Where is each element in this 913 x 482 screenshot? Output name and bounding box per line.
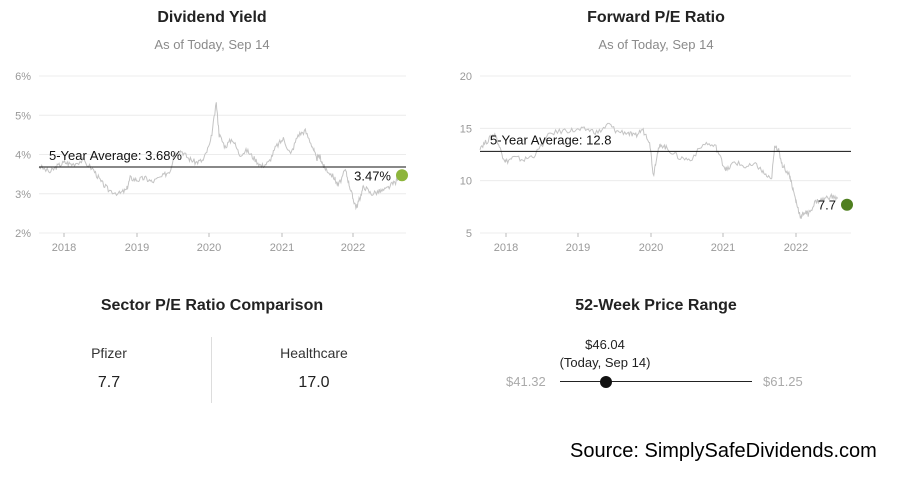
yield-average-label: 5-Year Average: 3.68%: [49, 148, 182, 163]
yield-current-label: 3.47%: [354, 168, 391, 183]
yield-x-tick-label: 2021: [270, 242, 294, 254]
pe-current-marker: [841, 198, 853, 211]
price-range-title: 52-Week Price Range: [575, 297, 737, 314]
yield-series-line: [38, 102, 401, 211]
sector-left-name: Pfizer: [91, 345, 127, 361]
current-price: $46.04: [585, 337, 625, 352]
pe-x-tick-label: 2022: [784, 242, 808, 254]
range-current-marker: [599, 376, 612, 388]
yield-x-tick-label: 2018: [52, 242, 76, 254]
sector-left-value: 7.7: [97, 374, 121, 391]
pe-y-tick-label: 10: [460, 176, 472, 188]
yield-y-tick-label: 6%: [15, 71, 31, 83]
yield-x-tick-label: 2019: [125, 242, 149, 254]
yield-y-tick-label: 3%: [15, 189, 31, 201]
current-price-note: (Today, Sep 14): [559, 355, 651, 370]
sector-divider: [211, 337, 212, 403]
pe-y-tick-label: 20: [460, 71, 472, 83]
yield-x-tick-label: 2022: [341, 242, 365, 254]
sector-right-name: Healthcare: [280, 345, 348, 361]
pe-x-tick-label: 2018: [494, 242, 518, 254]
charts-canvas: 6% 5% 4% 3% 2% 2018 2019 2020 2021 2022 5-Year Ave…: [15, 71, 853, 254]
pe-x-tick-label: 2020: [639, 242, 663, 254]
yield-x-tick-label: 2020: [197, 242, 221, 254]
forward-pe-title: Forward P/E Ratio: [587, 9, 725, 26]
sector-pe-title: Sector P/E Ratio Comparison: [100, 297, 324, 314]
pe-x-tick-label: 2019: [566, 242, 590, 254]
pe-average-label: 5-Year Average: 12.8: [490, 132, 611, 147]
range-low: $41.32: [506, 374, 546, 389]
pe-y-tick-label: 15: [460, 123, 472, 135]
pe-series-line: [479, 122, 839, 219]
source-credit: Source: SimplySafeDividends.com: [570, 440, 877, 462]
forward-pe-subtitle: As of Today, Sep 14: [598, 37, 714, 52]
sector-right-value: 17.0: [298, 374, 330, 391]
pe-current-label: 7.7: [818, 198, 836, 213]
range-high: $61.25: [763, 374, 803, 389]
dividend-yield-title: Dividend Yield: [157, 9, 267, 26]
yield-y-tick-label: 5%: [15, 110, 31, 122]
yield-y-tick-label: 4%: [15, 150, 31, 162]
pe-x-tick-label: 2021: [711, 242, 735, 254]
pe-y-tick-label: 5: [466, 228, 472, 240]
dividend-yield-subtitle: As of Today, Sep 14: [154, 37, 270, 52]
yield-y-tick-label: 2%: [15, 228, 31, 240]
range-track: [560, 381, 752, 382]
yield-current-marker: [396, 169, 408, 182]
